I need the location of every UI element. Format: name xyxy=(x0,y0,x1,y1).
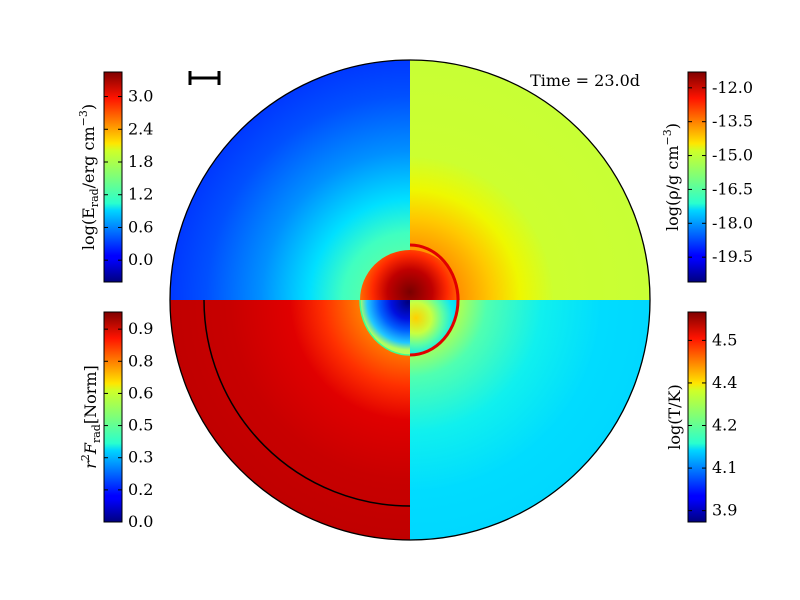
colorbar-top-left-label: log(Erad/erg cm−3) xyxy=(77,104,101,250)
colorbar-tick-label: 1.8 xyxy=(128,152,153,171)
colorbar-top-left-scale xyxy=(103,71,123,283)
colorbar-top-right: -12.0 -13.5 -15.0 -16.5 -18.0 -19.5 log(ρ/g c… xyxy=(661,71,753,283)
colorbar-bottom-left-label: r2Frad[Norm] xyxy=(79,365,103,469)
colorbar-tick-label: 4.2 xyxy=(712,416,737,435)
colorbar-top-right-label: log(ρ/g cm−3) xyxy=(661,123,682,231)
colorbar-tick-label: -13.5 xyxy=(712,112,753,131)
colorbar-tick-label: -19.5 xyxy=(712,247,753,266)
colorbar-tick-label: 0.6 xyxy=(128,383,153,402)
colorbar-top-left-ticks: 0.0 0.6 1.2 1.8 2.4 3.0 xyxy=(104,87,153,269)
quadrant-top-right-density xyxy=(410,60,650,300)
colorbar-bottom-left-scale xyxy=(103,311,123,523)
colorbar-tick-label: 0.6 xyxy=(128,217,153,236)
colorbar-tick-label: 3.0 xyxy=(128,87,153,106)
colorbar-tick-label: 4.5 xyxy=(712,330,737,349)
colorbar-tick-label: 0.5 xyxy=(128,416,153,435)
colorbar-bottom-right-label: log(T/K) xyxy=(665,384,684,450)
colorbar-tick-label: 0.8 xyxy=(128,351,153,370)
time-label: Time = 23.0d xyxy=(530,71,640,90)
colorbar-tick-label: -16.5 xyxy=(712,179,753,198)
colorbar-tick-label: -18.0 xyxy=(712,213,753,232)
colorbar-bottom-right-scale xyxy=(687,311,707,523)
colorbar-tick-label: 4.1 xyxy=(712,458,737,477)
colorbar-tick-label: 3.9 xyxy=(712,501,737,520)
quadrant-top-left-radiation-energy xyxy=(170,60,410,300)
colorbar-tick-label: 0.0 xyxy=(128,512,153,531)
quadrant-bottom-right-temperature xyxy=(410,300,650,540)
flux-contour-line xyxy=(203,299,411,507)
quadrant-bottom-left-flux xyxy=(170,299,411,540)
colorbar-tick-label: 4.4 xyxy=(712,373,737,392)
colorbar-bottom-left: 0.0 0.2 0.3 0.5 0.6 0.8 0.9 r2Frad[Norm] xyxy=(79,311,153,531)
colorbar-tick-label: 2.4 xyxy=(128,119,153,138)
scale-bar xyxy=(188,71,221,85)
colorbar-tick-label: -12.0 xyxy=(712,78,753,97)
colorbar-top-right-ticks: -12.0 -13.5 -15.0 -16.5 -18.0 -19.5 xyxy=(688,78,753,266)
colorbar-tick-label: 0.2 xyxy=(128,480,153,499)
simulation-disc xyxy=(169,59,651,541)
colorbar-tick-label: 0.3 xyxy=(128,448,153,467)
colorbar-tick-label: 0.9 xyxy=(128,319,153,338)
colorbar-tick-label: -15.0 xyxy=(712,146,753,165)
colorbar-tick-label: 1.2 xyxy=(128,185,153,204)
colorbar-bottom-right: 3.9 4.1 4.2 4.4 4.5 log(T/K) xyxy=(665,311,737,523)
colorbar-top-left: 0.0 0.6 1.2 1.8 2.4 3.0 log(Erad/erg cm−3) xyxy=(77,71,153,283)
colorbar-bottom-left-ticks: 0.0 0.2 0.3 0.5 0.6 0.8 0.9 xyxy=(104,319,153,531)
colorbar-bottom-right-ticks: 3.9 4.1 4.2 4.4 4.5 xyxy=(688,330,737,520)
colorbar-tick-label: 0.0 xyxy=(128,250,153,269)
disc-outline xyxy=(169,59,651,541)
colorbar-top-right-scale xyxy=(687,71,707,283)
